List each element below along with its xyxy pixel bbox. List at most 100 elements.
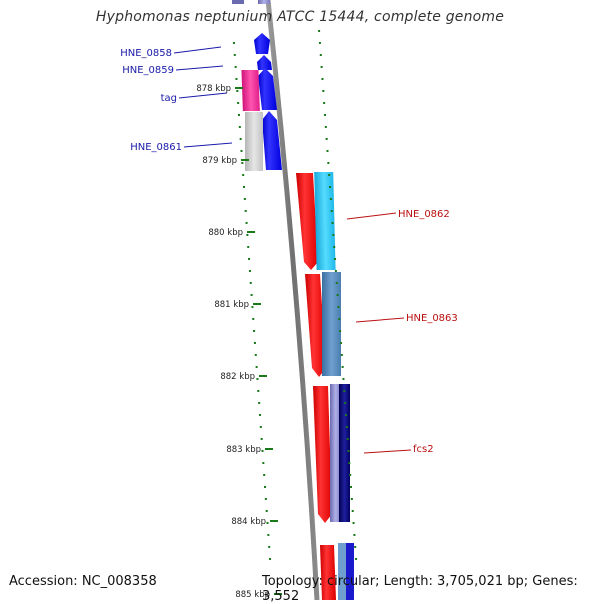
gene-feature[interactable] [339, 384, 350, 522]
leader-line [175, 65, 224, 71]
scale-dot [324, 126, 327, 128]
scale-dot [319, 54, 322, 56]
scale-dot [257, 390, 260, 392]
tick-mark [274, 593, 282, 595]
gene-label[interactable]: tag [161, 93, 177, 104]
leader-line [363, 449, 412, 454]
scale-dot [253, 330, 256, 332]
scale-dot [321, 78, 324, 80]
accession-text: Accession: NC_008358 [9, 574, 157, 589]
scale-dot [329, 198, 332, 200]
scale-dot [323, 102, 326, 104]
scale-dot [320, 66, 323, 68]
gene-feature[interactable] [296, 173, 318, 270]
scale-dot [268, 546, 271, 548]
leader-line [355, 317, 405, 323]
gene-feature[interactable] [313, 386, 332, 523]
tick-label: 884 kbp [231, 517, 266, 527]
scale-dot [318, 42, 321, 44]
leader-line [346, 212, 397, 220]
scale-dot [322, 90, 325, 92]
scale-dot [330, 210, 333, 212]
scale-dot [341, 366, 344, 368]
gene-label[interactable]: HNE_0862 [398, 209, 450, 220]
tick-mark [247, 231, 255, 233]
scale-dot [256, 378, 259, 380]
gene-feature[interactable] [258, 68, 277, 110]
gene-label[interactable]: HNE_0861 [130, 142, 182, 153]
scale-dot [244, 210, 247, 212]
scale-dot [350, 486, 353, 488]
scale-dot [347, 450, 350, 452]
scale-dot [262, 462, 265, 464]
scale-dot [352, 522, 355, 524]
gene-feature[interactable] [262, 111, 282, 170]
scale-dot [259, 426, 262, 428]
tick-mark [241, 159, 249, 161]
scale-dot [258, 402, 261, 404]
scale-dot [232, 42, 235, 44]
scale-dot [344, 414, 347, 416]
scale-dot [238, 126, 241, 128]
scale-dot [342, 378, 345, 380]
scale-dot [346, 438, 349, 440]
scale-dot [327, 162, 330, 164]
scale-dot [248, 270, 251, 272]
scale-dot [236, 90, 239, 92]
gene-feature[interactable] [241, 70, 260, 111]
scale-dot [253, 342, 256, 344]
gene-label[interactable]: HNE_0863 [406, 313, 458, 324]
scale-dot [335, 282, 338, 284]
scale-dot [328, 174, 331, 176]
scale-dot [264, 486, 267, 488]
scale-dot [323, 114, 326, 116]
scale-dot [237, 114, 240, 116]
gene-feature[interactable] [322, 272, 341, 376]
scale-dot [239, 138, 242, 140]
scale-dot [246, 234, 249, 236]
gene-feature[interactable] [245, 112, 263, 171]
gene-feature[interactable] [320, 545, 336, 600]
scale-dot [243, 186, 246, 188]
genome-backbone [265, 0, 320, 600]
tick-label: 879 kbp [202, 156, 237, 166]
gene-label[interactable]: HNE_0858 [120, 48, 172, 59]
gene-feature[interactable] [254, 33, 270, 54]
gene-label[interactable]: HNE_0859 [122, 65, 174, 76]
gene-feature[interactable] [305, 274, 326, 377]
gene-feature[interactable] [346, 543, 354, 600]
scale-dot [353, 534, 356, 536]
scale-dot [339, 330, 342, 332]
scale-dot [247, 246, 250, 248]
scale-dot [260, 438, 263, 440]
gene-feature[interactable] [330, 384, 341, 522]
tick-label: 880 kbp [208, 228, 243, 238]
tick-mark [259, 375, 267, 377]
scale-dot [345, 426, 348, 428]
tick-mark [253, 303, 261, 305]
tick-label: 878 kbp [196, 84, 231, 94]
scale-dot [265, 510, 268, 512]
gene-feature [258, 0, 270, 4]
scale-dot [355, 558, 358, 560]
scale-dot [242, 174, 245, 176]
gene-feature[interactable] [257, 55, 272, 70]
scale-dot [250, 294, 253, 296]
gene-feature[interactable] [338, 543, 346, 600]
gene-feature[interactable] [314, 172, 336, 270]
tick-mark [265, 448, 273, 450]
gene-label[interactable]: fcs2 [413, 444, 434, 455]
scale-dot [329, 186, 332, 188]
scale-dot [261, 450, 264, 452]
scale-dot [237, 102, 240, 104]
scale-dot [240, 150, 243, 152]
scale-dot [269, 558, 272, 560]
tick-mark [235, 87, 243, 89]
scale-dot [266, 522, 269, 524]
scale-dot [263, 474, 266, 476]
scale-dotted-line [318, 30, 358, 560]
scale-dot [251, 306, 254, 308]
scale-dot [245, 222, 248, 224]
scale-dotted-line [232, 42, 272, 560]
scale-dot [249, 282, 252, 284]
